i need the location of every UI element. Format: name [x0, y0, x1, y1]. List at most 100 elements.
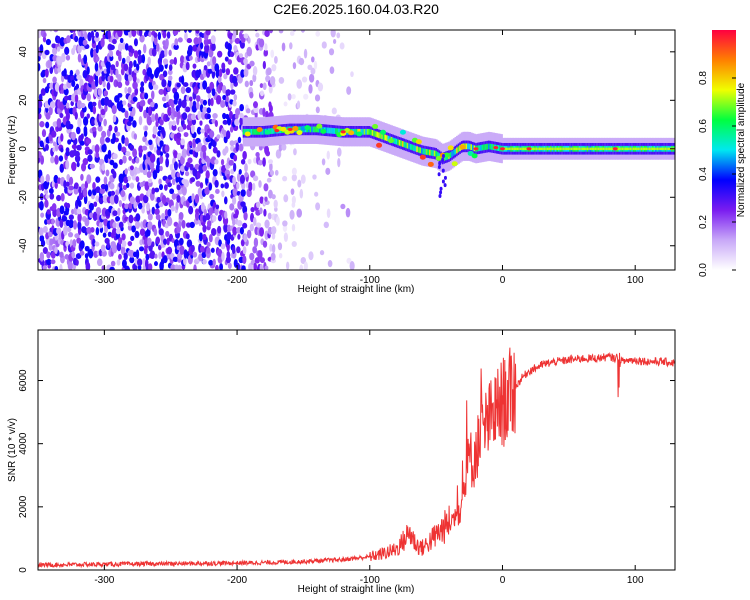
spectrogram-cell [79, 250, 85, 256]
spectrogram-cell [171, 124, 177, 131]
spectrogram-cell [516, 147, 519, 150]
spectrogram-cell [164, 209, 169, 217]
spectrogram-cell [176, 82, 181, 88]
spectrogram-cell [581, 147, 585, 150]
spectrogram-cell [639, 147, 642, 150]
spectrogram-cell [146, 171, 152, 179]
spectrogram-cell [43, 32, 47, 38]
spectrogram-cell [454, 148, 457, 155]
spectrogram-cell [82, 39, 88, 46]
spectrogram-cell [667, 147, 671, 150]
spectrogram-cell [118, 182, 123, 189]
spectrogram-cell [183, 132, 189, 138]
spectrogram-cell [77, 212, 82, 223]
spectrogram-cell [188, 55, 193, 61]
spectrogram-cell [203, 64, 208, 71]
spectrogram-cell [126, 55, 131, 64]
spectrogram-cell [53, 30, 59, 33]
spectrogram-cell [153, 32, 158, 39]
spectrogram-cell [68, 214, 74, 221]
spectrogram-cell [296, 79, 303, 89]
spectrogram-cell [172, 256, 179, 263]
spectrogram-cell [148, 31, 152, 38]
spectrogram-cell [553, 147, 556, 150]
spectrogram-cell [481, 144, 484, 151]
spectrogram-cell [621, 147, 624, 150]
spectrogram-cell [216, 94, 222, 105]
spectrogram-cell [124, 265, 130, 270]
spectrogram-cell [336, 32, 341, 39]
spectrogram-cell [148, 139, 153, 146]
spectrogram-cell [449, 152, 452, 158]
spectrogram-cell [331, 107, 337, 115]
spectrogram-cell [518, 147, 521, 150]
colorbar-tick-label: 0.8 [698, 71, 709, 85]
spectrogram-cell [524, 147, 527, 150]
spectrogram-cell [69, 69, 74, 76]
spectrogram-xtick-label: -100 [360, 275, 380, 286]
spectrogram-cell [148, 263, 153, 270]
snr-xtick-label: -100 [360, 575, 380, 586]
spectrogram-cell [197, 142, 203, 152]
spectrogram-cell [119, 37, 124, 44]
spectrogram-cell [171, 238, 175, 244]
spectrogram-cell [41, 129, 47, 138]
spectrogram-cell [157, 219, 162, 229]
spectrogram-cell [366, 128, 370, 135]
spectrogram-cell [74, 150, 80, 158]
spectrogram-cell [195, 101, 200, 110]
snr-xtick-label: -200 [227, 575, 247, 586]
spectrogram-cell [188, 96, 193, 102]
spectrogram-cell [519, 147, 522, 150]
spectrogram-cell [136, 78, 140, 84]
spectrogram-cell [246, 46, 253, 57]
spectrogram-cell [435, 150, 438, 157]
spectrogram-cell [167, 208, 172, 217]
spectrogram-cell [129, 165, 134, 171]
spectrogram-cell [109, 50, 114, 58]
spectrogram-cell [202, 106, 208, 113]
spectrogram-cell [433, 150, 436, 157]
spectrogram-cell [417, 146, 421, 153]
snr-ytick-label: 4000 [18, 432, 29, 455]
spectrogram-cell [97, 88, 102, 96]
spectrogram-cell [608, 147, 612, 150]
spectrogram-cell [271, 226, 277, 235]
spectrogram-cell [465, 143, 468, 150]
spectrogram-cell [175, 201, 179, 211]
spectrogram-cell [118, 237, 123, 245]
spectrogram-cell [223, 196, 228, 205]
spectrogram-cell [274, 206, 278, 212]
spectrogram-cell [252, 73, 257, 83]
spectrogram-cell [263, 208, 267, 217]
spectrogram-cell [106, 82, 111, 91]
spectrogram-cell [275, 149, 282, 159]
spectrogram-cell [217, 214, 222, 222]
spectrogram-cell [416, 146, 419, 153]
spectrogram-cell [214, 63, 220, 72]
spectrogram-cell [229, 51, 235, 58]
spectrogram-cell [161, 79, 167, 88]
spectrogram-cell [118, 173, 124, 184]
spectrogram-cell [118, 221, 124, 229]
spectrogram-cell [71, 161, 77, 172]
spectrogram-xtick-label: -300 [94, 275, 114, 286]
spectrogram-cell [202, 150, 207, 160]
spectrogram-cell [232, 218, 236, 226]
spectrogram-cell [186, 38, 193, 44]
spectrogram-cell [634, 147, 637, 150]
spectrogram-cell [166, 216, 173, 227]
spectrogram-cell [120, 246, 126, 255]
spectrogram-cell [388, 138, 395, 144]
spectrogram-cell [98, 222, 103, 229]
spectrogram-cell [111, 244, 118, 254]
spectrogram-cell [299, 188, 304, 199]
spectrogram-cell [88, 23, 94, 29]
spectrogram-cell [567, 147, 570, 150]
spectrogram-cell [206, 61, 211, 67]
spectrogram-cell [188, 140, 193, 147]
spectrogram-cell [314, 94, 321, 102]
spectrogram-cell [187, 30, 193, 33]
spectrogram-cell [120, 107, 126, 113]
spectrogram-cell [157, 125, 163, 131]
